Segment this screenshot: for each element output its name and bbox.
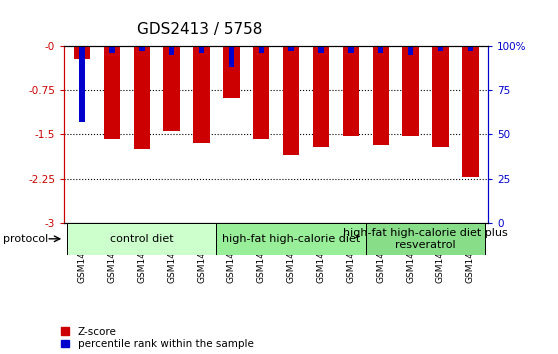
Bar [67, 223, 217, 255]
Bar [217, 223, 366, 255]
Text: high-fat high-calorie diet: high-fat high-calorie diet [222, 234, 360, 244]
Bar [373, 46, 389, 145]
Bar [283, 46, 299, 155]
Bar [193, 46, 210, 143]
Bar [432, 46, 449, 147]
Bar [199, 46, 204, 53]
Bar [378, 46, 383, 53]
Bar [343, 46, 359, 136]
Bar [288, 46, 294, 51]
Text: protocol: protocol [3, 234, 48, 244]
Bar [402, 46, 419, 136]
Bar [74, 46, 90, 59]
Bar [139, 46, 145, 51]
Bar [258, 46, 264, 53]
Bar [223, 46, 239, 98]
Bar [468, 46, 473, 51]
Text: control diet: control diet [110, 234, 174, 244]
Bar [109, 46, 114, 53]
Bar [318, 46, 324, 53]
Bar [104, 46, 120, 139]
Bar [133, 46, 150, 149]
Bar [163, 46, 180, 131]
Bar [169, 46, 174, 55]
Bar [438, 46, 443, 51]
Bar [408, 46, 413, 55]
Text: high-fat high-calorie diet plus
resveratrol: high-fat high-calorie diet plus resverat… [343, 228, 508, 250]
Bar [229, 46, 234, 67]
Bar [462, 46, 479, 177]
Bar [348, 46, 354, 53]
Bar [79, 46, 85, 122]
Bar [253, 46, 270, 138]
Legend: Z-score, percentile rank within the sample: Z-score, percentile rank within the samp… [61, 327, 253, 349]
Bar [366, 223, 485, 255]
Text: GDS2413 / 5758: GDS2413 / 5758 [137, 22, 263, 37]
Bar [313, 46, 329, 147]
